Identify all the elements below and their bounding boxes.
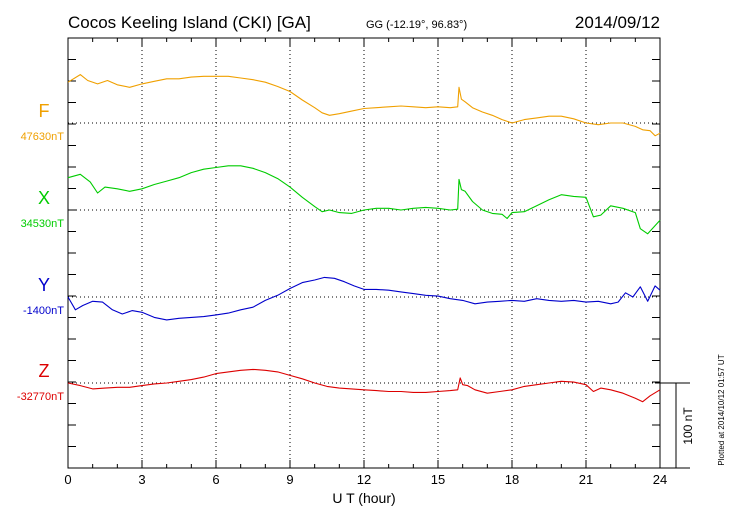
x-tick-label: 18 [505,472,519,487]
grid-lines [141,38,587,468]
series-letter-y: Y [38,275,50,295]
x-tick-label: 3 [138,472,145,487]
baseline-label-f: 47630nT [21,131,65,143]
series-lines [67,74,661,403]
series-letter-f: F [39,101,50,121]
station-coords: GG (-12.19°, 96.83°) [366,19,467,31]
baseline-label-y: -1400nT [23,305,64,317]
series-letter-z: Z [39,361,50,381]
series-line-z [67,368,661,403]
scale-bar: 100 nT [655,382,695,469]
x-tick-label: 0 [64,472,71,487]
x-tick-label: 15 [431,472,445,487]
series-letter-x: X [38,188,50,208]
x-axis-label: U T (hour) [332,490,395,506]
x-tick-label: 6 [212,472,219,487]
station-title: Cocos Keeling Island (CKI) [GA] [68,13,311,32]
x-tick-label: 9 [286,472,293,487]
x-axis-ticks: 0 3 6 9 12 15 18 21 24 [64,38,667,487]
series-line-y [67,276,661,321]
series-line-f [67,74,661,137]
plot-date: 2014/09/12 [575,13,660,32]
scale-bar-label: 100 nT [681,407,695,445]
x-tick-label: 24 [653,472,667,487]
series-line-x [67,165,661,235]
baseline-label-z: -32770nT [17,391,64,403]
plotted-note: Plotted at 2014/10/12 01:57 UT [717,354,726,465]
series-labels: F 47630nT X 34530nT Y -1400nT Z -32770nT [17,101,64,403]
baseline-label-x: 34530nT [21,218,65,230]
x-tick-label: 21 [579,472,593,487]
x-tick-label: 12 [357,472,371,487]
